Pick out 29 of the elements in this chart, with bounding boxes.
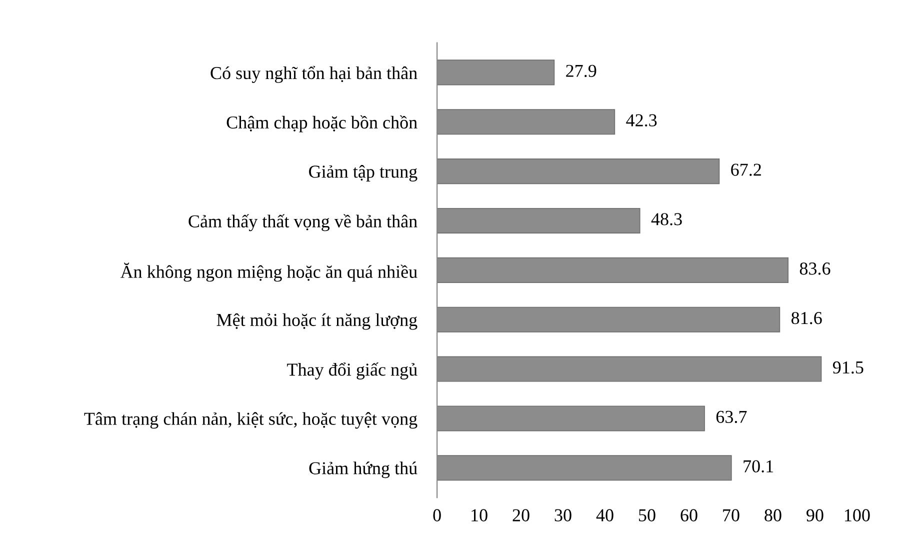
x-tick-label: 10 — [472, 509, 488, 522]
data-label: 67.2 — [731, 164, 761, 176]
y-tick-label: Cảm thấy thất vọng về bản thân — [188, 214, 418, 232]
y-tick-label: Giảm tập trung — [309, 165, 418, 182]
data-label: 42.3 — [626, 114, 657, 126]
x-tick-label: 20 — [512, 509, 530, 522]
y-tick-label: Mệt mỏi hoặc ít năng lượng — [216, 313, 418, 330]
x-tick-label: 50 — [639, 509, 656, 522]
x-tick-label: 60 — [680, 509, 698, 522]
y-tick-label: Giảm hứng thú — [309, 462, 418, 478]
x-tick-label: 40 — [596, 509, 614, 522]
data-label: 48.3 — [651, 213, 682, 226]
data-label: 63.7 — [716, 410, 747, 424]
data-label: 27.9 — [566, 64, 596, 78]
data-label: 70.1 — [744, 460, 774, 472]
data-label: 81.6 — [791, 312, 822, 324]
y-tick-label: Ăn không ngon miệng hoặc ăn quá nhiều — [120, 262, 418, 282]
x-tick-label: 100 — [844, 509, 870, 522]
x-tick-label: 90 — [806, 509, 824, 522]
y-tick-label: Có suy nghĩ tổn hại bản thân — [210, 66, 418, 83]
x-tick-label: 0 — [433, 509, 441, 522]
x-tick-label: 30 — [554, 509, 572, 522]
x-tick-label: 70 — [723, 509, 740, 522]
y-tick-label: Thay đổi giấc ngủ — [287, 362, 418, 380]
y-tick-label: Chậm chạp hoặc bồn chồn — [226, 115, 418, 132]
y-tick-label: Tâm trạng chán nản, kiệt sức, hoặc tuyệt vọng — [84, 412, 418, 429]
x-tick-label: 80 — [764, 509, 782, 522]
data-label: 83.6 — [800, 262, 830, 275]
data-label: 91.5 — [832, 361, 864, 374]
